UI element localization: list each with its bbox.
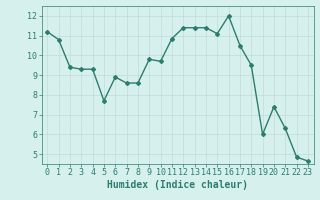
X-axis label: Humidex (Indice chaleur): Humidex (Indice chaleur)	[107, 180, 248, 190]
